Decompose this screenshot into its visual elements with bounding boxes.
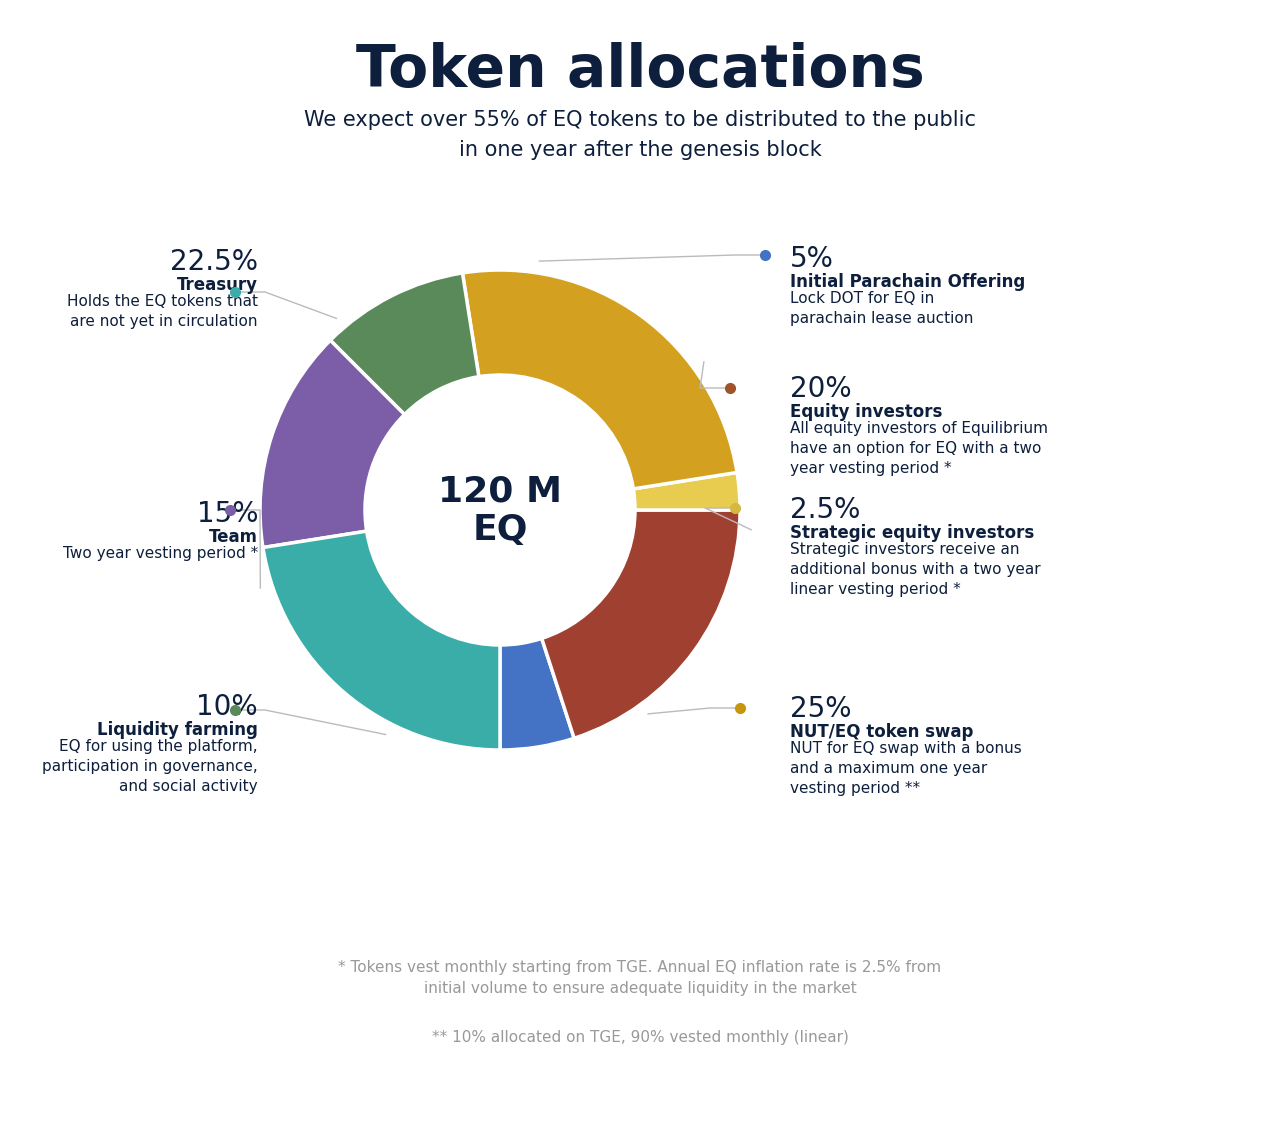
- Text: 10%: 10%: [196, 693, 259, 721]
- Text: ** 10% allocated on TGE, 90% vested monthly (linear): ** 10% allocated on TGE, 90% vested mont…: [431, 1030, 849, 1046]
- Wedge shape: [462, 270, 737, 489]
- Wedge shape: [260, 340, 404, 548]
- Text: 20%: 20%: [790, 375, 851, 403]
- Text: EQ for using the platform,
participation in governance,
and social activity: EQ for using the platform, participation…: [42, 739, 259, 794]
- Wedge shape: [541, 510, 740, 738]
- Wedge shape: [500, 638, 575, 750]
- Text: NUT for EQ swap with a bonus
and a maximum one year
vesting period **: NUT for EQ swap with a bonus and a maxim…: [790, 741, 1021, 796]
- Wedge shape: [262, 531, 500, 750]
- Text: Token allocations: Token allocations: [356, 42, 924, 99]
- Text: Treasury: Treasury: [177, 276, 259, 294]
- Text: Lock DOT for EQ in
parachain lease auction: Lock DOT for EQ in parachain lease aucti…: [790, 291, 973, 325]
- Text: Holds the EQ tokens that
are not yet in circulation: Holds the EQ tokens that are not yet in …: [67, 294, 259, 329]
- Text: 2.5%: 2.5%: [790, 496, 860, 524]
- Text: We expect over 55% of EQ tokens to be distributed to the public
in one year afte: We expect over 55% of EQ tokens to be di…: [305, 110, 977, 160]
- Text: * Tokens vest monthly starting from TGE. Annual EQ inflation rate is 2.5% from
i: * Tokens vest monthly starting from TGE.…: [338, 960, 942, 996]
- Text: Liquidity farming: Liquidity farming: [97, 721, 259, 739]
- Text: Equity investors: Equity investors: [790, 403, 942, 421]
- Text: 120 M: 120 M: [438, 475, 562, 509]
- Wedge shape: [634, 473, 740, 510]
- Text: 22.5%: 22.5%: [170, 248, 259, 276]
- Text: Team: Team: [209, 528, 259, 545]
- Text: Strategic investors receive an
additional bonus with a two year
linear vesting p: Strategic investors receive an additiona…: [790, 542, 1041, 596]
- Text: All equity investors of Equilibrium
have an option for EQ with a two
year vestin: All equity investors of Equilibrium have…: [790, 421, 1048, 475]
- Text: 15%: 15%: [197, 500, 259, 528]
- Text: NUT/EQ token swap: NUT/EQ token swap: [790, 723, 973, 741]
- Text: 25%: 25%: [790, 695, 851, 723]
- Text: EQ: EQ: [472, 513, 527, 547]
- Text: Strategic equity investors: Strategic equity investors: [790, 524, 1034, 542]
- Wedge shape: [330, 273, 479, 415]
- Text: Two year vesting period *: Two year vesting period *: [63, 545, 259, 561]
- Text: Initial Parachain Offering: Initial Parachain Offering: [790, 273, 1025, 291]
- Text: 5%: 5%: [790, 245, 833, 273]
